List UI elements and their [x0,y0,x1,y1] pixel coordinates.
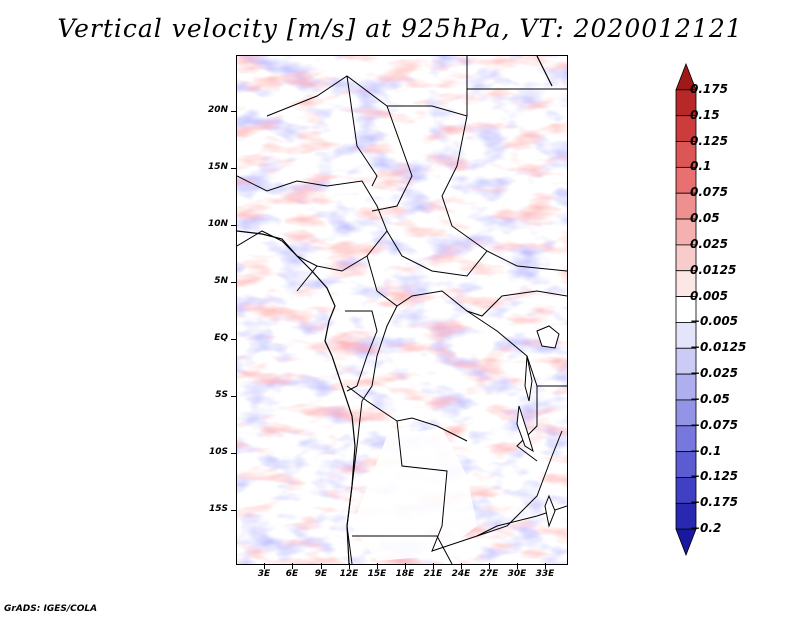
lat-label: 5N [214,276,228,286]
lat-tick [231,225,237,226]
colorbar-label: 0.1 [690,159,712,174]
lat-tick [231,396,237,397]
lat-label: EQ [214,333,228,343]
lat-tick [231,339,237,340]
map-plot-area [236,55,568,565]
colorbar-label: 0.025 [690,236,728,251]
great-lakes [516,325,560,528]
colorbar-label: −0.175 [690,495,739,510]
lat-tick [231,168,237,169]
colorbar-label: 0.005 [690,288,728,303]
lon-tick [461,563,462,569]
lon-tick [433,563,434,569]
colorbar-label: 0.05 [690,211,720,226]
lon-tick [545,563,546,569]
colorbar-label: −0.125 [690,469,739,484]
plot-title: Vertical velocity [m/s] at 925hPa, VT: 2… [57,14,743,43]
lat-label: 10N [207,219,228,229]
lon-label: 33E [535,569,555,579]
lon-label: 15E [367,569,387,579]
calm-region [352,428,477,561]
lat-label: 5S [215,390,228,400]
lon-label: 6E [285,569,299,579]
lon-label: 21E [423,569,443,579]
lon-label: 27E [479,569,499,579]
colorbar-label: −0.05 [690,391,730,406]
colorbar-segment [675,528,697,557]
colorbar-label: 0.175 [690,81,728,96]
colorbar-label: −0.2 [690,521,722,536]
lon-label: 12E [339,569,359,579]
map-canvas [237,56,567,564]
colorbar-label: 0.125 [690,133,728,148]
lon-tick [405,563,406,569]
lat-label: 15N [207,162,228,172]
lat-tick [231,282,237,283]
lon-tick [349,563,350,569]
lat-tick [231,111,237,112]
lon-tick [321,563,322,569]
coastline [237,56,553,564]
lon-tick [292,563,293,569]
lat-label: 20N [207,105,228,115]
lon-label: 30E [507,569,527,579]
lon-label: 18E [395,569,415,579]
lat-tick [231,510,237,511]
colorbar-label: 0.15 [690,107,720,122]
lon-tick [264,563,265,569]
lon-label: 9E [314,569,328,579]
colorbar-label: 0.0125 [690,262,737,277]
colorbar-label: −0.005 [690,314,739,329]
lat-label: 15S [208,504,228,514]
colorbar-label: −0.1 [690,443,722,458]
lon-tick [517,563,518,569]
lon-label: 24E [451,569,471,579]
colorbar-label: 0.075 [690,185,728,200]
colorbar [664,62,704,562]
footer-credit: GrADS: IGES/COLA [4,604,98,614]
colorbar-label: −0.025 [690,366,739,381]
lon-tick [377,563,378,569]
lat-tick [231,453,237,454]
lat-label: 10S [208,447,228,457]
country-borders [237,56,567,564]
colorbar-label: −0.075 [690,417,739,432]
lon-label: 3E [257,569,271,579]
colorbar-label: −0.0125 [690,340,747,355]
lon-tick [489,563,490,569]
